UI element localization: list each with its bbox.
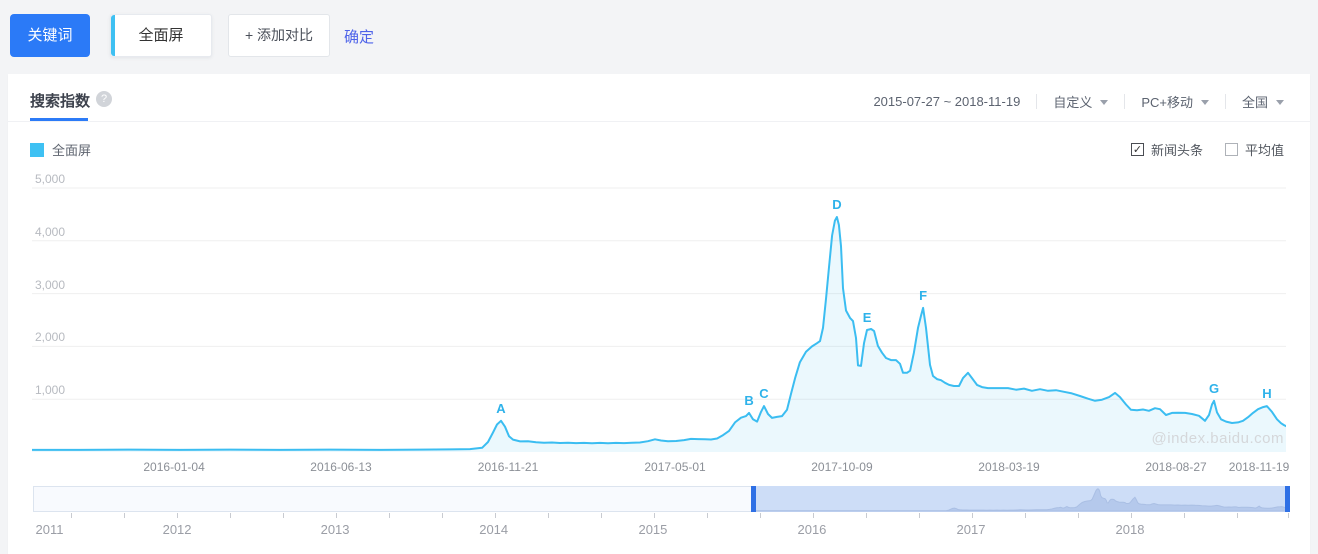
help-icon[interactable]: ? [96,91,112,107]
chart-controls: 2015-07-27 ~ 2018-11-19 自定义 PC+移动 全国 [873,92,1284,111]
timeline-tick [866,513,867,518]
timeline-mini-chart [754,488,1290,512]
timeline-year-2011: 2011 [35,522,64,537]
overlay-toggles: 新闻头条 平均值 [1109,140,1284,159]
y-axis-label: 4,000 [35,224,66,239]
timeline-tick [124,513,125,518]
peak-annotation-A[interactable]: A [496,400,506,416]
timeline-tick [1288,513,1289,518]
timeline-year-2012: 2012 [162,522,192,537]
divider [1224,94,1226,109]
x-axis-label: 2017-05-01 [644,460,706,474]
x-axis-label: 2017-10-09 [811,460,873,474]
search-index-panel: 搜索指数 ? 2015-07-27 ~ 2018-11-19 自定义 PC+移动… [8,74,1310,554]
timeline-year-2016: 2016 [797,522,827,537]
peak-annotation-D[interactable]: D [832,197,842,213]
timeline-tick [1184,513,1185,518]
add-compare-button[interactable]: + 添加对比 [228,14,330,57]
y-axis-label: 1,000 [35,383,66,398]
active-tab-indicator [30,118,88,121]
timeline-year-2015: 2015 [638,522,668,537]
y-axis-label: 2,000 [35,330,66,345]
watermark: @index.baidu.com [1151,430,1284,447]
peak-annotation-B[interactable]: B [744,392,754,408]
peak-annotation-F[interactable]: F [919,287,928,303]
legend-swatch [30,142,44,157]
keyword-chip-label: 全面屏 [138,27,184,44]
y-axis-label: 5,000 [35,172,66,186]
toggle-label: 平均值 [1244,143,1284,158]
x-axis-label: 2016-01-04 [143,460,205,474]
series-legend: 全面屏 [30,140,91,159]
timeline-tick [495,513,496,518]
toggle-news-headlines[interactable]: 新闻头条 [1130,140,1203,159]
region-dropdown[interactable]: 全国 [1242,92,1284,111]
date-range[interactable]: 2015-07-27 ~ 2018-11-19 [873,94,1021,109]
series-area [32,217,1286,452]
timeline-tick [1131,513,1132,518]
y-axis-label: 3,000 [35,277,66,292]
timeline-tick [548,513,549,518]
timeline-tick [177,513,178,518]
toggle-average[interactable]: 平均值 [1224,140,1284,159]
trend-chart[interactable]: @index.baidu.com 1,000 2,000 3,000 4,000 5,0… [31,172,1289,484]
peak-annotation-G[interactable]: G [1208,380,1220,396]
checkbox-icon[interactable] [1130,143,1144,156]
range-mode-dropdown[interactable]: 自定义 [1053,92,1109,111]
keyword-chip-accent [111,15,115,56]
timeline-year-2018: 2018 [1115,522,1145,537]
timeline-tick [1237,513,1238,518]
peak-annotation-H[interactable]: H [1262,386,1272,402]
timeline-tick [760,513,761,518]
timeline-tick [654,513,655,518]
header-divider [8,121,1310,122]
chevron-down-icon [1200,100,1209,105]
legend-label: 全面屏 [52,143,92,158]
timeline-year-2013: 2013 [320,522,350,537]
timeline-selected-range[interactable] [754,486,1290,512]
timeline-tick [283,513,284,518]
timeline-year-2017: 2017 [956,522,986,537]
device-dropdown[interactable]: PC+移动 [1141,92,1209,111]
keyword-button[interactable]: 关键词 [10,14,90,57]
peak-annotation-C[interactable]: C [759,386,769,402]
timeline-slider: 2011 2012 2013 2014 2015 2016 2017 2018 [33,486,1290,544]
timeline-tick [601,513,602,518]
timeline-tick [1078,513,1079,518]
x-axis-label: 2018-03-19 [978,460,1040,474]
timeline-tick [336,513,337,518]
chevron-down-icon [1100,100,1109,105]
timeline-tick [389,513,390,518]
series-line [31,216,1287,451]
timeline-tick [919,513,920,518]
x-axis-label: 2016-11-21 [477,460,539,474]
peak-annotation-E[interactable]: E [862,310,872,326]
divider [1124,94,1126,109]
chevron-down-icon [1276,100,1284,105]
timeline-tick [230,513,231,518]
x-axis-label: 2018-11-19 [1228,460,1290,474]
x-axis-label: 2016-06-13 [310,460,372,474]
toggle-label: 新闻头条 [1150,143,1203,158]
tab-search-index[interactable]: 搜索指数 [30,93,91,110]
trend-chart-canvas[interactable] [31,184,1287,459]
x-axis-label: 2018-08-27 [1145,460,1207,474]
timeline-year-2014: 2014 [479,522,509,537]
timeline-tick [71,513,72,518]
confirm-link[interactable]: 确定 [344,29,375,46]
timeline-tick [813,513,814,518]
timeline-handle-right[interactable] [1285,486,1290,512]
divider [1036,94,1038,109]
checkbox-icon[interactable] [1224,143,1238,156]
timeline-tick [442,513,443,518]
timeline-handle-left[interactable] [751,486,756,512]
timeline-tick [1025,513,1026,518]
timeline-tick [972,513,973,518]
timeline-tick [707,513,708,518]
keyword-chip[interactable]: 全面屏 [110,14,212,57]
timeline-mini-series [754,488,1290,512]
